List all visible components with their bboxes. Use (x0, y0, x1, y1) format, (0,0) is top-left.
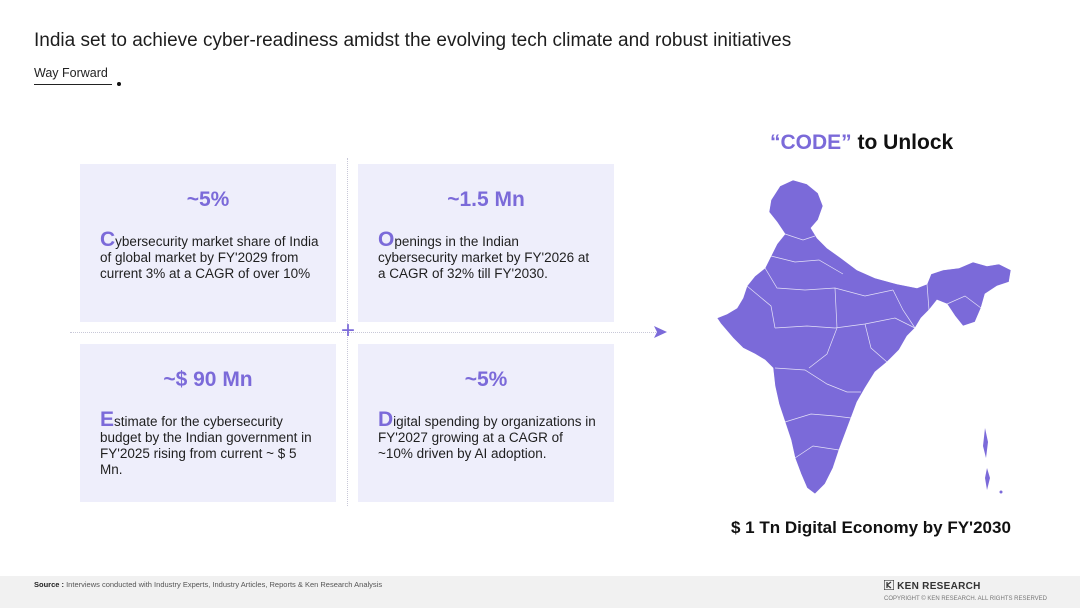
drop-cap: E (100, 408, 115, 431)
plus-icon: + (340, 317, 355, 344)
stat-value: ~5% (464, 368, 508, 391)
stat-description: Digital spending by organizations in FY'… (378, 409, 600, 462)
section-subtitle: Way Forward (34, 66, 108, 80)
stat-card-openings: ~1.5 Mn Openings in the Indian cybersecu… (358, 164, 614, 322)
subtitle-dot (117, 82, 121, 86)
horizontal-divider (70, 332, 660, 333)
stat-description-text: ybersecurity market share of India of gl… (100, 234, 319, 281)
drop-cap: O (378, 228, 395, 251)
arrow-right-icon (654, 326, 667, 338)
stat-card-market-share: ~5% Cybersecurity market share of India … (80, 164, 336, 322)
stat-value: ~1.5 Mn (447, 188, 525, 211)
page-title: India set to achieve cyber-readiness ami… (34, 30, 792, 51)
stat-description: Cybersecurity market share of India of g… (100, 229, 322, 282)
stat-value: ~5% (186, 188, 230, 211)
copyright-note: COPYRIGHT © KEN RESEARCH. ALL RIGHTS RES… (884, 596, 1048, 602)
source-note: Source : Interviews conducted with Indus… (34, 580, 382, 589)
source-text: Interviews conducted with Industry Exper… (64, 580, 383, 589)
stat-description: Openings in the Indian cybersecurity mar… (378, 229, 600, 282)
digital-economy-caption: $ 1 Tn Digital Economy by FY'2030 (731, 518, 1011, 537)
brand-logo: KEN RESEARCH (884, 580, 981, 592)
code-to-unlock-title: “CODE” to Unlock (770, 131, 953, 155)
subtitle-underline (34, 84, 112, 85)
stat-description-text: igital spending by organizations in FY'2… (378, 414, 596, 461)
india-map-icon (716, 179, 1012, 495)
ken-research-logo-icon (884, 580, 894, 590)
code-title-rest: to Unlock (851, 131, 954, 154)
footer-bar (0, 576, 1080, 608)
stat-description: Estimate for the cybersecurity budget by… (100, 409, 322, 478)
stat-value: ~$ 90 Mn (163, 368, 253, 391)
stat-card-digital-spending: ~5% Digital spending by organizations in… (358, 344, 614, 502)
stat-description-text: stimate for the cybersecurity budget by … (100, 414, 312, 477)
brand-name: KEN RESEARCH (897, 581, 981, 592)
drop-cap: C (100, 228, 116, 251)
source-label: Source : (34, 580, 65, 589)
stat-card-budget: ~$ 90 Mn Estimate for the cybersecurity … (80, 344, 336, 502)
drop-cap: D (378, 408, 394, 431)
code-accent: “CODE” (770, 131, 852, 154)
stat-description-text: penings in the Indian cybersecurity mark… (378, 234, 590, 281)
